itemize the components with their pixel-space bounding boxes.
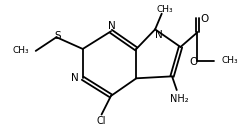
Text: NH₂: NH₂ bbox=[170, 94, 189, 104]
Text: S: S bbox=[54, 31, 61, 41]
Text: N: N bbox=[108, 21, 116, 31]
Text: Cl: Cl bbox=[97, 116, 106, 126]
Text: CH₃: CH₃ bbox=[12, 46, 29, 55]
Text: O: O bbox=[200, 14, 208, 24]
Text: N: N bbox=[71, 73, 79, 83]
Text: CH₃: CH₃ bbox=[156, 5, 173, 14]
Text: N: N bbox=[155, 30, 163, 40]
Text: CH₃: CH₃ bbox=[222, 56, 239, 65]
Text: O: O bbox=[190, 57, 198, 67]
